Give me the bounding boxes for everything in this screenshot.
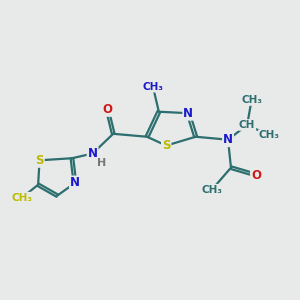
Text: CH₃: CH₃	[259, 130, 280, 140]
Text: N: N	[223, 133, 233, 146]
Text: N: N	[88, 147, 98, 160]
Text: S: S	[162, 139, 170, 152]
Text: CH₃: CH₃	[241, 95, 262, 105]
Text: N: N	[70, 176, 80, 190]
Text: S: S	[35, 154, 44, 167]
Text: H: H	[97, 158, 106, 168]
Text: N: N	[183, 107, 193, 120]
Text: CH₃: CH₃	[201, 185, 222, 195]
Text: CH₃: CH₃	[142, 82, 164, 92]
Text: O: O	[251, 169, 261, 182]
Text: CH: CH	[239, 120, 255, 130]
Text: O: O	[102, 103, 112, 116]
Text: CH₃: CH₃	[11, 193, 32, 203]
